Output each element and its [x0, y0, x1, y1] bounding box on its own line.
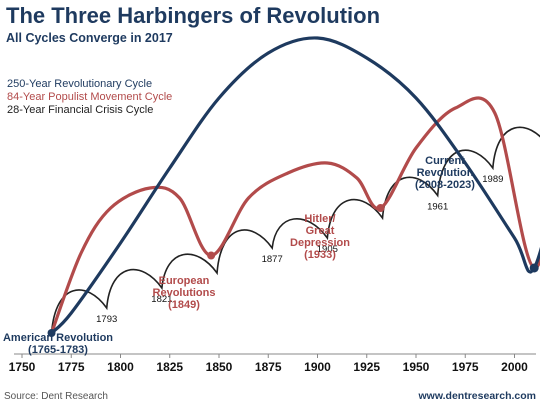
financial-cycle-line: [50, 126, 540, 334]
x-tick-label-1975: 1975: [452, 360, 479, 374]
populist-cycle-line: [50, 96, 540, 334]
chart-subtitle: All Cycles Converge in 2017: [6, 31, 173, 45]
point-labels: 17931821187719051961198920452073: [96, 174, 503, 325]
x-tick-label-2000: 2000: [501, 360, 528, 374]
year-label-1905: 1905: [317, 244, 338, 255]
legend-entry-revolutionary: 250-Year Revolutionary Cycle: [7, 78, 153, 90]
annotation-3-line-1: Revolution: [417, 167, 474, 179]
x-tick-label-1900: 1900: [304, 360, 331, 374]
annotation-3-line-2: (2008-2023): [415, 179, 475, 191]
annotation-0: American Revolution (1765-1783): [3, 332, 113, 356]
annotation-0-line-0: American Revolution: [3, 332, 113, 344]
european-revolutions-dot: [207, 251, 216, 260]
annotation-1: European Revolutions (1849): [153, 275, 216, 311]
x-tick-label-1850: 1850: [206, 360, 233, 374]
annotation-2-line-0: Hitler/: [304, 213, 335, 225]
x-axis: 1750 1775 1800 1825 1850 1875 1900 1925 1950 1975…: [9, 353, 536, 374]
series-lines: [47, 36, 540, 337]
x-tick-label-1800: 1800: [107, 360, 134, 374]
annotation-2-line-2: Depression: [290, 237, 350, 249]
current-revolution-dot: [529, 263, 539, 273]
annotation-2-line-3: (1933): [304, 249, 336, 261]
legend-entry-populist: 84-Year Populist Movement Cycle: [7, 91, 173, 103]
annotation-1-line-1: Revolutions: [153, 287, 216, 299]
annotation-3-line-0: Current: [425, 155, 465, 167]
year-label-1989: 1989: [482, 174, 503, 185]
year-label-1793: 1793: [96, 314, 117, 325]
legend: 250-Year Revolutionary Cycle 84-Year Pop…: [7, 78, 172, 117]
x-tick-label-1925: 1925: [353, 360, 380, 374]
annotation-1-line-0: European: [159, 275, 210, 287]
year-label-1961: 1961: [427, 202, 448, 213]
american-revolution-dot: [47, 329, 56, 337]
annotation-1-line-2: (1849): [168, 299, 200, 311]
legend-entry-financial: 28-Year Financial Crisis Cycle: [7, 104, 154, 116]
x-tick-label-1825: 1825: [156, 360, 183, 374]
chart-title: The Three Harbingers of Revolution: [6, 3, 381, 28]
annotations: American Revolution (1765-1783)European Re…: [3, 155, 475, 356]
year-label-1821: 1821: [151, 294, 172, 305]
annotation-0-line-1: (1765-1783): [28, 344, 88, 356]
annotation-3: Current Revolution (2008-2023): [415, 155, 475, 191]
revolutionary-cycle-line: [50, 36, 540, 335]
x-tick-label-1950: 1950: [403, 360, 430, 374]
x-tick-label-1875: 1875: [255, 360, 282, 374]
year-label-1877: 1877: [262, 254, 283, 265]
x-tick-label-1750: 1750: [9, 360, 36, 374]
x-tick-label-1775: 1775: [58, 360, 85, 374]
source-note: Source: Dent Research: [4, 391, 108, 402]
annotation-2-line-1: Great: [306, 225, 335, 237]
website-link[interactable]: www.dentresearch.com: [418, 390, 536, 402]
great-depression-dot: [376, 204, 385, 212]
annotation-2: Hitler/Great Depression (1933): [290, 213, 350, 261]
